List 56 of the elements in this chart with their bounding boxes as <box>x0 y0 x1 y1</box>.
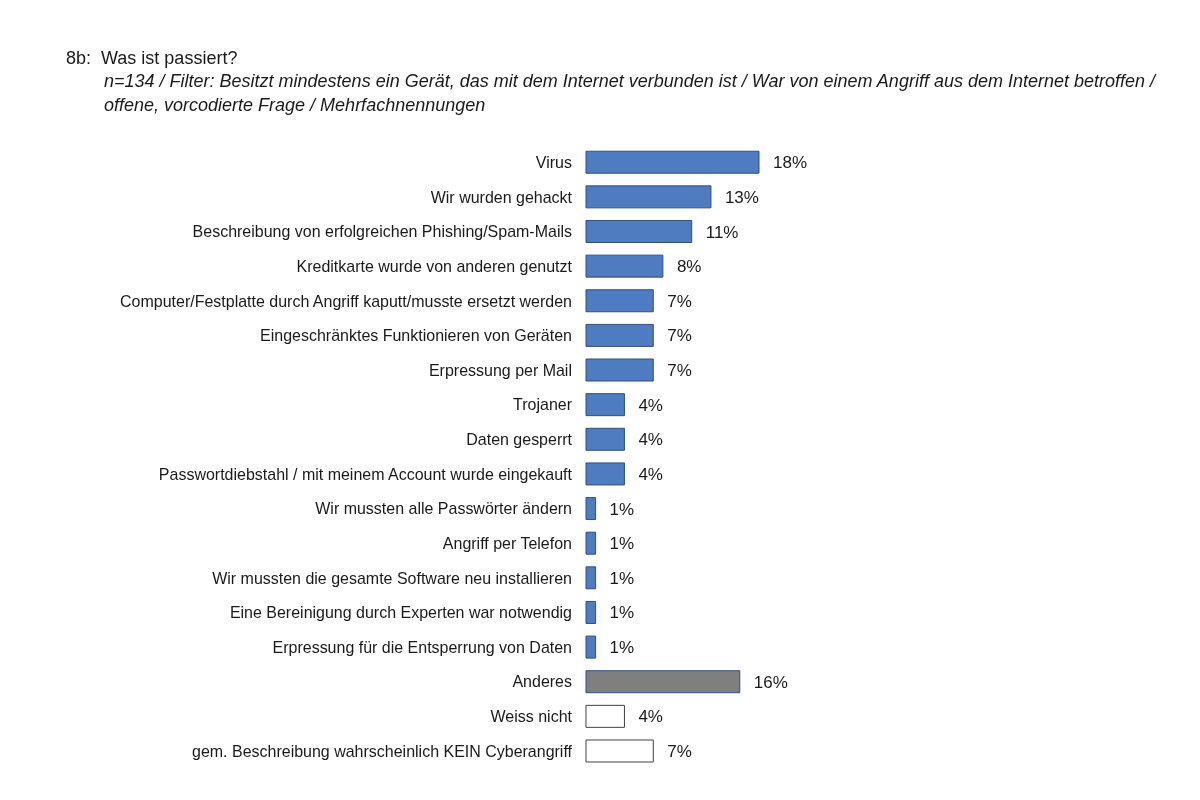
data-label: 11% <box>705 222 739 242</box>
data-label: 18% <box>772 153 807 173</box>
y-tick-label: Wir wurden gehackt <box>430 188 573 206</box>
y-tick-label: Weiss nicht <box>490 708 573 726</box>
bar <box>585 254 664 278</box>
y-tick-label: Erpressung per Mail <box>428 361 572 379</box>
y-tick-label: Eingeschränktes Funktionieren von Geräten <box>260 327 572 345</box>
data-label: 4% <box>638 707 663 727</box>
data-label: 7% <box>667 742 692 762</box>
data-label: 1% <box>609 638 635 658</box>
data-label: 1% <box>609 534 635 554</box>
bar <box>585 427 625 451</box>
y-tick-label: Wir mussten die gesamte Software neu installieren <box>212 569 572 587</box>
bar <box>585 323 654 347</box>
chart-subtitle: n=134 / Filter: Besitzt mindestens ein Gerät, das mit dem Internet verbunden ist / War von einem Angriff aus dem Internet betroffen / offene, vorcodierte Frage / Mehrfachnennungen <box>103 70 1156 117</box>
data-label: 1% <box>609 499 635 519</box>
data-label: 7% <box>667 326 692 346</box>
y-tick-label: Angriff per Telefon <box>442 534 572 552</box>
bar <box>585 497 597 521</box>
y-tick-label: Virus <box>535 154 572 171</box>
data-label: 4% <box>638 395 663 415</box>
y-tick-label: Kreditkarte wurde von anderen genutzt <box>296 257 573 275</box>
data-label: 16% <box>753 672 788 692</box>
text: 8b: Was ist passiert? <box>66 48 239 69</box>
y-tick-label: Beschreibung von erfolgreichen Phishing/Spam-Mails <box>192 223 572 241</box>
y-tick-label: Trojaner <box>513 396 573 414</box>
y-tick-label: gem. Beschreibung wahrscheinlich KEIN Cyberangriff <box>192 742 573 760</box>
y-tick-label: Anderes <box>512 673 572 691</box>
bar <box>585 289 654 313</box>
bar <box>585 566 597 590</box>
y-tick-label: Daten gesperrt <box>466 431 573 449</box>
bar <box>585 150 760 174</box>
y-tick-label: Erpressung für die Entsperrung von Daten <box>272 638 572 656</box>
bar <box>585 670 741 694</box>
bar <box>585 704 625 728</box>
y-tick-label: Passwortdiebstahl / mit meinem Account wurde eingekauft <box>158 465 573 483</box>
data-label: 4% <box>638 430 663 450</box>
data-label: 1% <box>609 603 635 623</box>
data-label: 7% <box>667 361 692 381</box>
y-tick-label: Wir mussten alle Passwörter ändern <box>315 500 572 518</box>
y-tick-label: Computer/Festplatte durch Angriff kaputt/musste ersetzt werden <box>120 292 572 310</box>
bar <box>585 185 712 209</box>
data-label: 7% <box>667 291 692 311</box>
bar <box>585 739 654 763</box>
data-label: 13% <box>724 187 759 207</box>
bar <box>585 358 654 382</box>
data-label: 4% <box>638 464 663 484</box>
bar <box>585 220 693 243</box>
y-tick-label: Eine Bereinigung durch Experten war notwendig <box>229 604 572 622</box>
data-label: 8% <box>676 257 702 277</box>
bar <box>585 393 625 417</box>
bar <box>585 531 597 555</box>
bar <box>585 462 625 486</box>
data-label: 1% <box>609 568 635 588</box>
bar <box>585 635 597 659</box>
bar <box>585 600 597 624</box>
